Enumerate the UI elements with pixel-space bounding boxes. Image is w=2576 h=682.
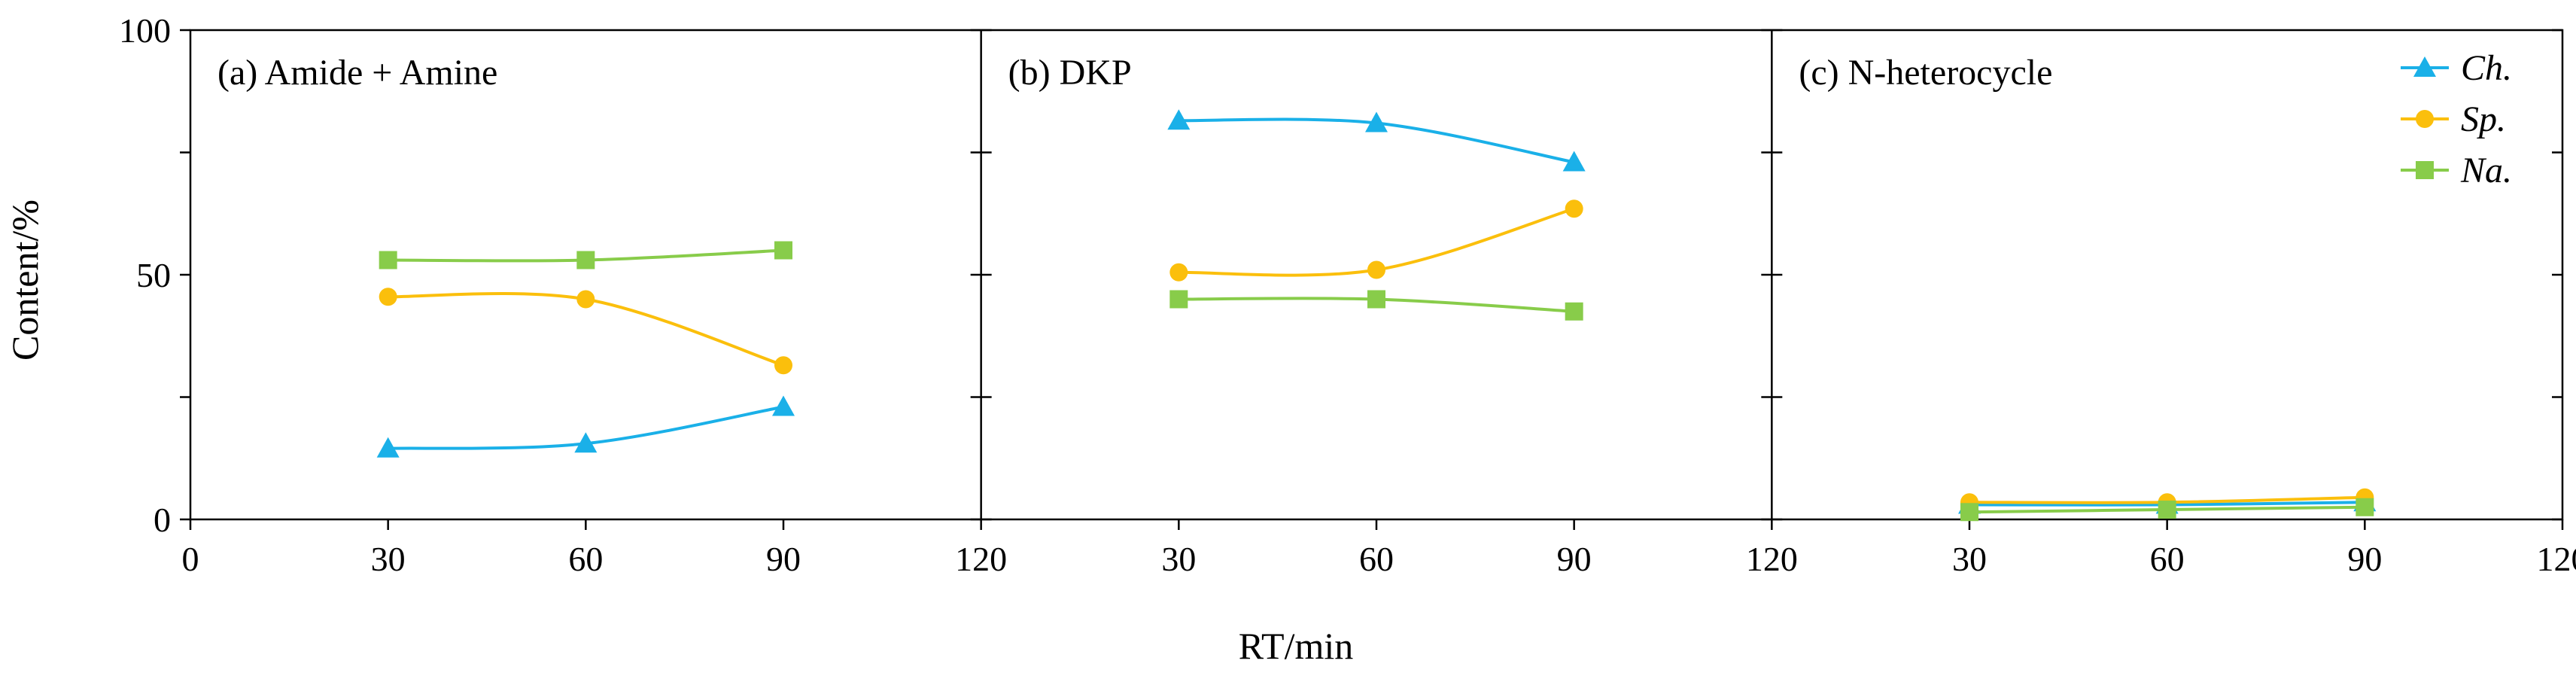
x-tick-label: 60	[568, 540, 603, 578]
data-point-sp	[774, 356, 792, 375]
data-point-na	[379, 251, 397, 269]
data-point-sp	[1565, 199, 1583, 218]
legend-marker	[2416, 110, 2434, 128]
legend: Ch. Sp. Na.	[2401, 48, 2512, 190]
legend-marker	[2413, 56, 2436, 77]
x-tick-label: 120	[955, 540, 1007, 578]
y-axis: 0 50 100	[119, 11, 2562, 539]
panel-c: (c) N-heterocycle	[1799, 53, 2377, 522]
x-tick-label: 60	[2150, 540, 2185, 578]
x-tick-label: 60	[1359, 540, 1394, 578]
y-tick-label: 50	[136, 256, 171, 294]
x-tick-label: 120	[2537, 540, 2576, 578]
legend-label: Ch.	[2461, 48, 2512, 88]
x-axis: 0 30 60 90 120 30 60 90 120 30 60 90 120	[182, 519, 2576, 578]
panel-title: (c) N-heterocycle	[1799, 53, 2052, 93]
x-tick-label: 30	[1952, 540, 1987, 578]
data-point-ch	[1365, 111, 1388, 132]
x-tick-label: 90	[766, 540, 801, 578]
panel-title: (b) DKP	[1008, 53, 1132, 93]
x-tick-label: 90	[2347, 540, 2382, 578]
data-point-na	[2158, 501, 2176, 519]
y-tick-label: 0	[154, 501, 171, 539]
data-point-ch	[1167, 109, 1191, 130]
data-point-ch	[574, 432, 598, 453]
panels: (a) Amide + Amine (b) DKP (c) N-heterocycl…	[217, 53, 2377, 522]
x-tick-label: 30	[1161, 540, 1196, 578]
legend-label: Na.	[2460, 151, 2512, 190]
data-point-sp	[1367, 260, 1385, 279]
y-tick-label: 100	[119, 11, 171, 50]
data-point-na	[1169, 290, 1188, 309]
data-point-na	[1960, 503, 1978, 522]
panel-b: (b) DKP	[1008, 53, 1586, 321]
x-axis-label: RT/min	[1239, 625, 1354, 667]
legend-label: Sp.	[2461, 99, 2506, 139]
x-tick-label: 0	[182, 540, 199, 578]
data-point-na	[1367, 290, 1385, 309]
data-point-sp	[576, 290, 595, 309]
legend-item-sp: Sp.	[2401, 99, 2506, 139]
data-point-na	[576, 251, 595, 269]
x-tick-label: 30	[371, 540, 406, 578]
legend-item-na: Na.	[2401, 151, 2512, 190]
data-point-sp	[1169, 263, 1188, 282]
x-tick-label: 90	[1557, 540, 1592, 578]
data-point-sp	[379, 288, 397, 306]
legend-marker	[2416, 161, 2434, 179]
data-point-ch	[1562, 151, 1586, 172]
data-point-na	[774, 241, 792, 260]
data-point-na	[1565, 302, 1583, 321]
y-axis-label: Content/%	[4, 199, 46, 361]
panel-title: (a) Amide + Amine	[217, 53, 497, 93]
data-point-ch	[772, 395, 795, 416]
legend-item-ch: Ch.	[2401, 48, 2512, 88]
panel-a: (a) Amide + Amine	[217, 53, 795, 458]
data-point-ch	[376, 437, 400, 458]
data-point-na	[2356, 498, 2374, 516]
x-tick-label: 120	[1746, 540, 1798, 578]
